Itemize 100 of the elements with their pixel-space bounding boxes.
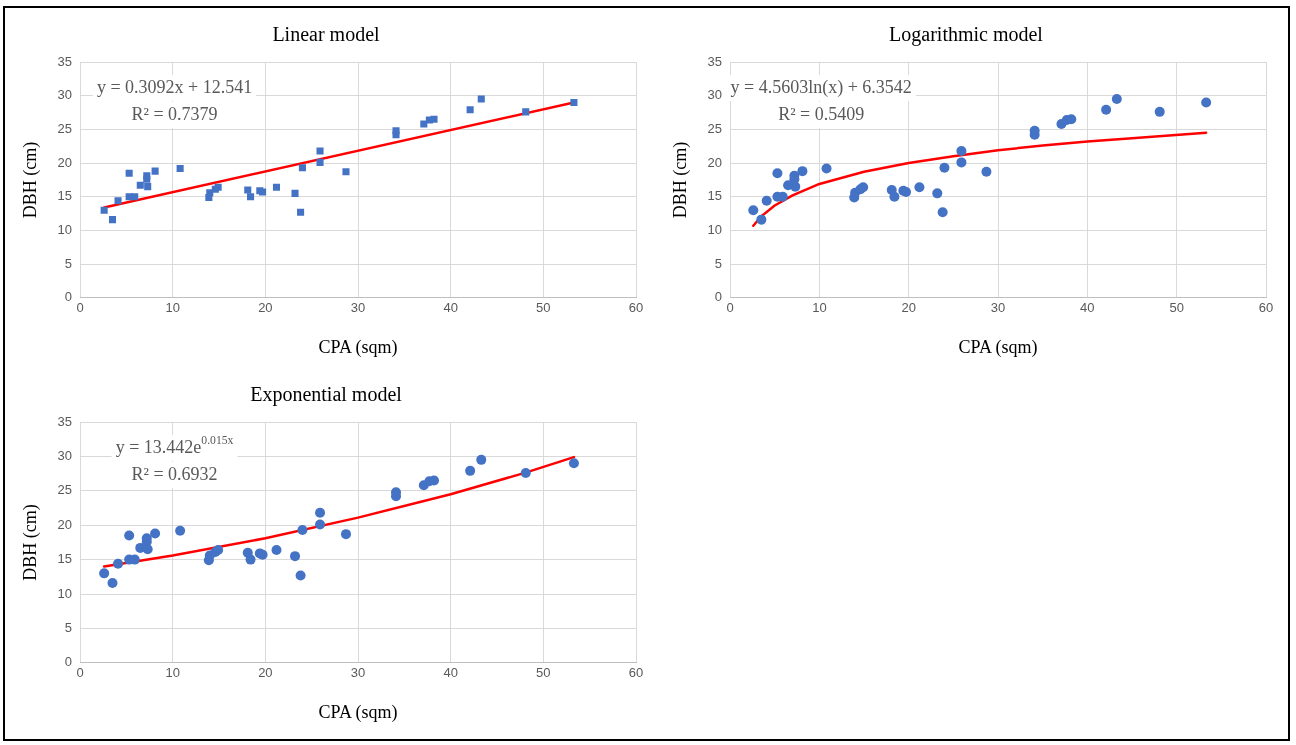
point <box>932 188 943 199</box>
point <box>790 181 801 192</box>
annotation: R² = 0.5409 <box>778 103 865 124</box>
y-tick-label: 20 <box>707 154 723 170</box>
x-axis-title: CPA (sqm) <box>318 701 398 723</box>
y-tick-label: 0 <box>714 289 723 305</box>
point <box>297 525 308 536</box>
x-tick-label: 30 <box>350 665 366 681</box>
chart-title: Linear model <box>272 23 381 46</box>
point <box>290 551 301 562</box>
x-tick-label: 50 <box>536 665 551 681</box>
point <box>316 158 324 166</box>
point <box>108 216 117 224</box>
annotation: y = 0.3092x + 12.541 <box>96 76 253 97</box>
x-tick-label: 10 <box>165 665 180 681</box>
point <box>151 167 159 175</box>
annotation: R² = 0.7379 <box>131 103 218 124</box>
point <box>206 189 214 197</box>
point <box>245 554 256 565</box>
point <box>114 197 122 205</box>
x-tick-label: 0 <box>726 300 734 316</box>
y-tick-label: 35 <box>707 53 723 69</box>
point <box>176 164 184 172</box>
chart-title: Logarithmic model <box>889 23 1044 47</box>
y-tick-label: 15 <box>57 188 73 204</box>
point <box>295 570 306 581</box>
point <box>430 115 438 123</box>
y-tick-label: 35 <box>57 413 73 429</box>
point <box>113 558 124 569</box>
annotation: R² = 0.6932 <box>131 463 218 484</box>
point <box>420 120 428 128</box>
chart-title: Exponential model <box>250 383 403 407</box>
point <box>956 145 967 156</box>
point <box>124 530 135 541</box>
point <box>316 147 324 155</box>
y-tick-label: 25 <box>57 120 73 136</box>
point <box>342 168 350 176</box>
x-tick-label: 0 <box>76 300 84 316</box>
point <box>107 577 118 588</box>
point <box>131 193 139 201</box>
y-tick-label: 5 <box>64 619 73 635</box>
y-tick-label: 25 <box>707 120 723 136</box>
y-tick-label: 10 <box>57 222 73 238</box>
y-tick-label: 10 <box>57 585 73 601</box>
point <box>392 127 400 135</box>
point <box>821 163 832 174</box>
y-tick-label: 15 <box>707 188 723 204</box>
point <box>150 528 161 539</box>
x-tick-label: 20 <box>258 300 273 316</box>
point <box>297 208 305 216</box>
x-tick-label: 10 <box>165 300 180 316</box>
x-tick-label: 30 <box>350 300 366 316</box>
point <box>136 181 144 189</box>
point <box>522 108 530 116</box>
point <box>1101 104 1112 115</box>
point <box>772 168 783 179</box>
point <box>244 186 252 194</box>
y-tick-label: 0 <box>64 289 73 305</box>
point <box>1201 97 1212 108</box>
point <box>99 568 110 579</box>
point <box>1154 106 1165 117</box>
y-tick-label: 30 <box>57 87 73 103</box>
y-axis-title: DBH (cm) <box>19 504 41 581</box>
x-tick-label: 30 <box>990 300 1006 316</box>
x-axis-title: CPA (sqm) <box>958 336 1038 358</box>
point <box>981 166 992 177</box>
y-axis-title: DBH (cm) <box>669 141 691 219</box>
y-tick-label: 15 <box>57 551 73 567</box>
y-axis-title: DBH (cm) <box>19 141 41 219</box>
point <box>125 169 133 177</box>
y-tick-label: 35 <box>57 53 73 69</box>
point <box>100 206 108 214</box>
point <box>956 157 967 168</box>
x-tick-label: 40 <box>443 665 458 681</box>
x-tick-label: 60 <box>628 300 644 316</box>
point <box>797 166 808 177</box>
point <box>340 529 351 540</box>
x-tick-label: 50 <box>1169 300 1184 316</box>
point <box>761 195 772 206</box>
x-tick-label: 10 <box>812 300 827 316</box>
point <box>315 519 326 530</box>
x-tick-label: 60 <box>1258 300 1274 316</box>
point <box>1111 94 1122 105</box>
y-tick-label: 5 <box>64 255 73 271</box>
x-tick-label: 0 <box>76 665 84 681</box>
y-tick-label: 20 <box>57 154 73 170</box>
point <box>477 95 485 103</box>
point <box>144 183 152 191</box>
x-tick-label: 20 <box>901 300 916 316</box>
y-tick-label: 0 <box>64 654 73 670</box>
y-tick-label: 25 <box>57 482 73 498</box>
point <box>247 193 255 201</box>
point <box>520 467 531 478</box>
point <box>570 98 578 106</box>
point <box>315 507 326 518</box>
point <box>914 182 925 193</box>
point <box>466 106 474 114</box>
x-tick-label: 40 <box>443 300 458 316</box>
point <box>748 205 759 216</box>
point <box>272 183 281 191</box>
